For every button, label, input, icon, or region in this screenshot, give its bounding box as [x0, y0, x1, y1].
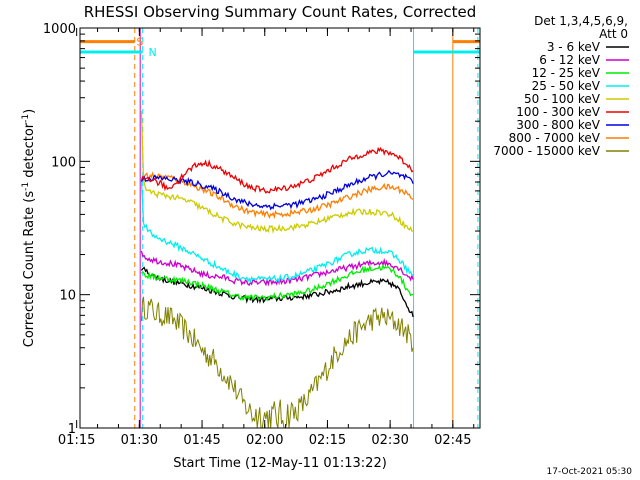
x-tick-label-0: 01:15: [58, 433, 95, 448]
legend-label-0: 3 - 6 keV: [547, 40, 601, 54]
y-tick-label-0: 1: [68, 422, 76, 437]
legend-label-3: 25 - 50 keV: [532, 79, 601, 93]
legend-label-7: 800 - 7000 keV: [509, 131, 601, 145]
state-bar-label-1: N: [149, 46, 157, 59]
series-line-4: [140, 110, 414, 235]
y-axis-label: Corrected Count Rate (s-1 detector-1): [21, 109, 37, 347]
series-line-2: [140, 263, 414, 302]
x-tick-label-3: 02:00: [246, 433, 283, 448]
x-tick-label-1: 01:30: [121, 433, 158, 448]
series-line-6: [140, 169, 414, 211]
series-line-0: [140, 266, 414, 318]
legend-header-line-2: Att 0: [599, 27, 628, 41]
x-tick-label-4: 02:15: [309, 433, 346, 448]
state-bar-label-0: S: [136, 36, 143, 49]
legend-label-8: 7000 - 15000 keV: [493, 144, 600, 158]
x-axis-label: Start Time (12-May-11 01:13:22): [173, 456, 387, 471]
x-tick-label-2: 01:45: [183, 433, 220, 448]
plot-frame: [79, 27, 481, 429]
footer-timestamp: 17-Oct-2021 05:30: [547, 467, 633, 477]
legend-header-line-1: Det 1,3,4,5,6,9,: [534, 14, 628, 28]
y-tick-label-1: 10: [59, 289, 76, 304]
axes: 01:15 01:30 01:45 02:00 02:15 02:30 02:45 1 10 10…: [43, 22, 480, 448]
state-bars: SN: [80, 36, 480, 59]
legend-label-4: 50 - 100 keV: [524, 92, 601, 106]
series-layer: [140, 110, 414, 429]
series-line-3: [140, 180, 414, 284]
x-tick-label-6: 02:45: [434, 433, 471, 448]
x-tick-label-5: 02:30: [371, 433, 408, 448]
legend-label-1: 6 - 12 keV: [539, 53, 601, 67]
legend-label-2: 12 - 25 keV: [532, 66, 601, 80]
legend-label-6: 300 - 800 keV: [516, 118, 600, 132]
chart-title: RHESSI Observing Summary Count Rates, Co…: [84, 3, 477, 21]
legend-label-5: 100 - 300 keV: [516, 105, 600, 119]
series-line-5: [140, 146, 414, 194]
series-line-8: [140, 296, 414, 429]
y-tick-label-3: 1000: [43, 22, 76, 37]
y-tick-label-2: 100: [51, 155, 76, 170]
